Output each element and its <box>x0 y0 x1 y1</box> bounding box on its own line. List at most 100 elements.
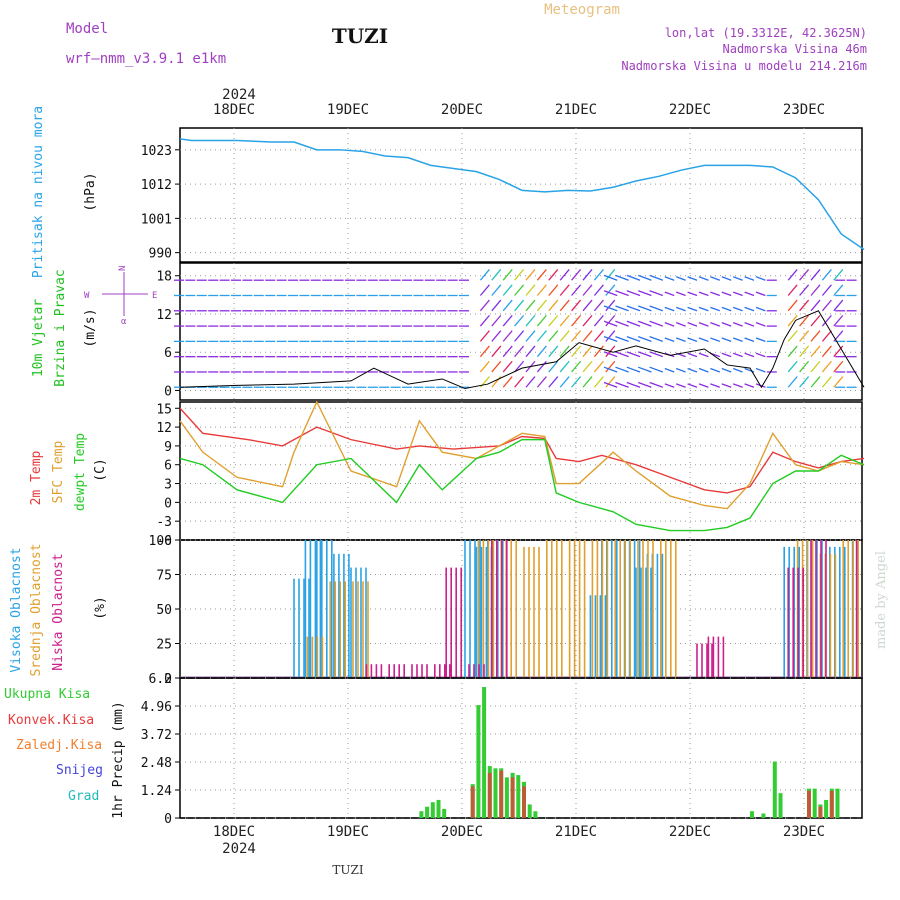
wind-arrow <box>638 320 652 327</box>
wind-arrow <box>525 284 536 296</box>
wind-arrow <box>721 352 732 358</box>
temp-unit: (C) <box>93 458 108 481</box>
compass-alpha: α <box>121 317 127 327</box>
precip-bar <box>761 813 766 818</box>
wind-arrow <box>615 381 629 388</box>
wind-arrow <box>548 360 559 373</box>
y-tick-label: 50 <box>156 603 172 618</box>
wind-arrow <box>582 376 593 388</box>
wind-arrow <box>593 345 604 358</box>
wind-arrow <box>502 284 513 296</box>
wind-arrow <box>559 376 570 388</box>
precip-bar <box>419 811 424 818</box>
wind-arrow <box>491 299 502 312</box>
wind-arrow <box>744 291 755 297</box>
wind-arrow <box>675 322 686 327</box>
wind-arrow <box>687 367 698 373</box>
wind-arrow <box>548 314 559 327</box>
compass-west: W <box>84 291 90 301</box>
wind-arrow <box>687 322 698 327</box>
wind-arrow <box>559 330 570 342</box>
wind-arrow <box>799 330 810 342</box>
wind-arrow <box>721 337 732 342</box>
wind-arrow <box>525 376 536 388</box>
wind-arrow <box>675 276 686 281</box>
wind-labels: 10m Vjetar Brzina i Pravac (m/s) N E W α <box>31 266 157 387</box>
wind-arrow <box>787 269 798 281</box>
wind-arrow <box>514 330 525 342</box>
top-day-label: 23DEC <box>783 102 825 118</box>
wind-arrow <box>821 345 832 358</box>
wind-arrow <box>582 269 593 281</box>
wind-arrow <box>479 345 490 358</box>
model-label: Model <box>66 21 108 37</box>
wind-arrow <box>626 274 641 281</box>
bottom-day-label: 23DEC <box>783 824 825 840</box>
wind-arrow <box>710 367 721 373</box>
wind-arrow <box>833 360 844 373</box>
wind-arrow <box>638 366 652 373</box>
wind-arrow <box>514 345 525 358</box>
wind-arrow <box>603 290 618 297</box>
precip-bar <box>470 786 475 818</box>
wind-arrow <box>514 269 525 281</box>
temp-line <box>179 407 865 494</box>
wind-arrow <box>810 299 821 312</box>
wind-arrow <box>548 376 559 388</box>
wind-arrow <box>571 299 582 312</box>
model-elevation-text: Nadmorska Visina u modelu 214.216m <box>621 59 867 73</box>
y-tick-label: 15 <box>156 402 172 417</box>
wind-arrow <box>479 299 490 312</box>
wind-arrow <box>732 367 743 373</box>
total-precip-label: Ukupna Kisa <box>4 687 90 702</box>
wind-arrow <box>638 335 652 342</box>
precip-panel: 0 1.24 2.48 3.72 4.96 6.2 <box>141 672 863 827</box>
y-tick-label: 990 <box>149 247 172 262</box>
low-cloud-title: Niska Oblacnost <box>51 553 66 670</box>
wind-arrow <box>698 291 709 297</box>
model-name: wrf–nmm_v3.9.1 e1km <box>66 51 226 67</box>
wind-arrow <box>638 381 652 388</box>
wind-arrow <box>559 345 570 358</box>
wind-arrow <box>698 337 709 342</box>
wind-arrow <box>687 383 698 388</box>
wind-arrow <box>491 360 502 373</box>
precip-bar <box>482 687 487 818</box>
top-day-label: 21DEC <box>555 102 597 118</box>
wind-arrow <box>638 290 652 297</box>
wind-arrow <box>593 314 604 327</box>
cloud-unit: (%) <box>93 596 108 619</box>
wind-arrow <box>810 269 821 281</box>
wind-arrow <box>548 284 559 296</box>
wind-arrow <box>755 291 766 297</box>
bottom-year-label: 2024 <box>222 841 256 857</box>
precip-bar <box>750 811 754 818</box>
precip-bar <box>499 770 504 818</box>
wind-arrow <box>603 366 618 373</box>
wind-arrow <box>755 276 766 281</box>
precip-bar <box>493 768 498 818</box>
wind-arrow <box>698 367 709 373</box>
wind-panel: 0 6 12 18 <box>156 262 865 401</box>
wind-arrow <box>491 284 502 296</box>
y-tick-label: 1001 <box>141 212 172 227</box>
top-day-label: 22DEC <box>669 102 711 118</box>
wind-arrow <box>536 299 547 312</box>
cloud-panel: 0 25 50 75 100 <box>149 534 863 687</box>
wind-arrow <box>721 322 732 327</box>
wind-arrow <box>525 269 536 281</box>
precip-bar <box>516 775 521 818</box>
wind-arrow <box>548 330 559 342</box>
wind-arrow <box>626 290 641 297</box>
wind-arrow <box>799 269 810 281</box>
wind-arrow <box>833 376 844 388</box>
wind-arrow <box>664 306 675 312</box>
panel-frame <box>179 127 863 263</box>
wind-arrow <box>626 351 641 358</box>
wind-arrow <box>833 299 844 312</box>
wind-arrow <box>799 376 810 388</box>
wind-arrow <box>799 345 810 358</box>
wind-arrow <box>479 314 490 327</box>
wind-speed-line <box>179 310 865 390</box>
mid-cloud-title: Srednja Oblacnost <box>29 543 44 676</box>
